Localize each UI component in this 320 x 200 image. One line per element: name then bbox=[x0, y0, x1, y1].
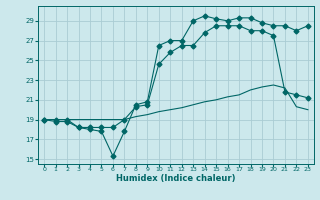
X-axis label: Humidex (Indice chaleur): Humidex (Indice chaleur) bbox=[116, 174, 236, 183]
